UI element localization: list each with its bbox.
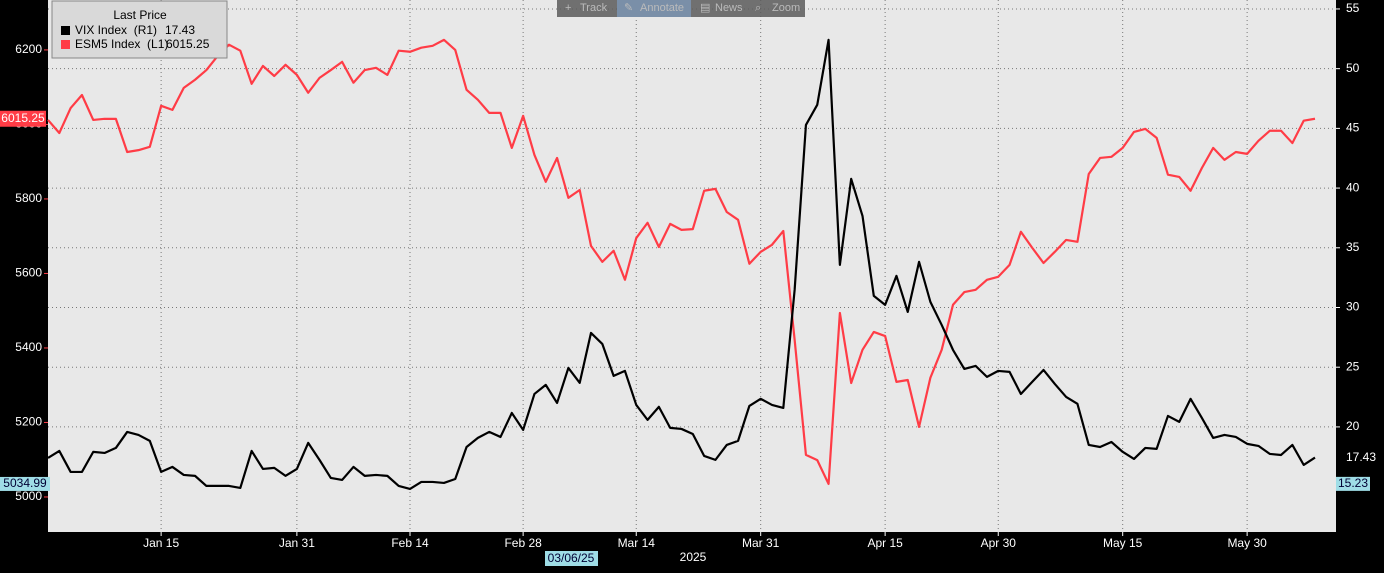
legend-value: 6015.25	[166, 37, 210, 51]
icon: ▤	[700, 2, 710, 14]
x-tick-label: Feb 28	[504, 536, 542, 550]
icon: ⌕	[755, 2, 761, 14]
last-value-box	[0, 110, 46, 127]
y2-tick-label: 45	[1346, 121, 1360, 135]
toolbar-active	[617, 0, 691, 17]
toolbar: + Track ✎ Annotate ▤ News ⌕ Zoom	[557, 0, 805, 17]
icon: ✎	[624, 2, 633, 14]
legend: Last Price VIX Index (R1) 17.43 ESM5 Ind…	[51, 0, 228, 59]
x-tick-label: Jan 15	[143, 536, 179, 550]
x-tick-label: Apr 30	[981, 536, 1017, 550]
x-tick-label: Mar 31	[742, 536, 780, 550]
series-lines	[47, 38, 1316, 490]
x-tick-label: Apr 15	[867, 536, 903, 550]
y2-tick-label: 25	[1346, 359, 1360, 373]
crosshair-box	[545, 551, 598, 566]
legend-swatch	[61, 26, 70, 35]
y-tick-label: 5000	[15, 489, 42, 503]
legend-label: VIX Index (R1)	[75, 23, 157, 37]
y-tick-label: 6200	[15, 42, 42, 56]
y-tick-label: 5600	[15, 266, 42, 280]
last-value-label: 6015.25	[1, 111, 45, 125]
y2-tick-label: 30	[1346, 300, 1360, 314]
x-axis-label: 2025	[680, 550, 707, 564]
legend-title: Last Price	[113, 8, 167, 22]
x-tick-label: May 30	[1227, 536, 1267, 550]
series-line	[47, 38, 1316, 486]
marker-box	[1336, 476, 1370, 491]
legend-box	[51, 0, 228, 59]
marker-label: 15.23	[1338, 476, 1368, 490]
x-tick-label: May 15	[1103, 536, 1143, 550]
marker-box	[0, 476, 50, 491]
toolbar-button[interactable]: Annotate	[640, 2, 684, 14]
series-line	[47, 38, 1316, 490]
x-tick-label: Mar 14	[618, 536, 656, 550]
icon: +	[565, 2, 571, 14]
x-tick-label: Feb 14	[391, 536, 429, 550]
y2-tick-label: 35	[1346, 240, 1360, 254]
marker-label: 5034.99	[3, 476, 47, 490]
legend-swatch	[61, 40, 70, 49]
y2-tick-label: 40	[1346, 180, 1360, 194]
y2-tick-label: 20	[1346, 419, 1360, 433]
toolbar-button[interactable]: News	[715, 2, 743, 14]
last-value-label: 17.43	[1346, 450, 1376, 464]
y-tick-label: 5400	[15, 340, 42, 354]
legend-label: ESM5 Index (L1)	[75, 37, 168, 51]
legend-value: 17.43	[165, 23, 195, 37]
x-tick-label: Jan 31	[279, 536, 315, 550]
y2-tick-label: 55	[1346, 1, 1360, 15]
y-tick-label: 5200	[15, 415, 42, 429]
toolbar-button[interactable]: Track	[580, 2, 608, 14]
y2-tick-label: 50	[1346, 61, 1360, 75]
plot-area	[48, 0, 1336, 532]
crosshair-label: 03/06/25	[548, 551, 595, 565]
y-tick-label: 5800	[15, 191, 42, 205]
toolbar-button[interactable]: Zoom	[772, 2, 800, 14]
